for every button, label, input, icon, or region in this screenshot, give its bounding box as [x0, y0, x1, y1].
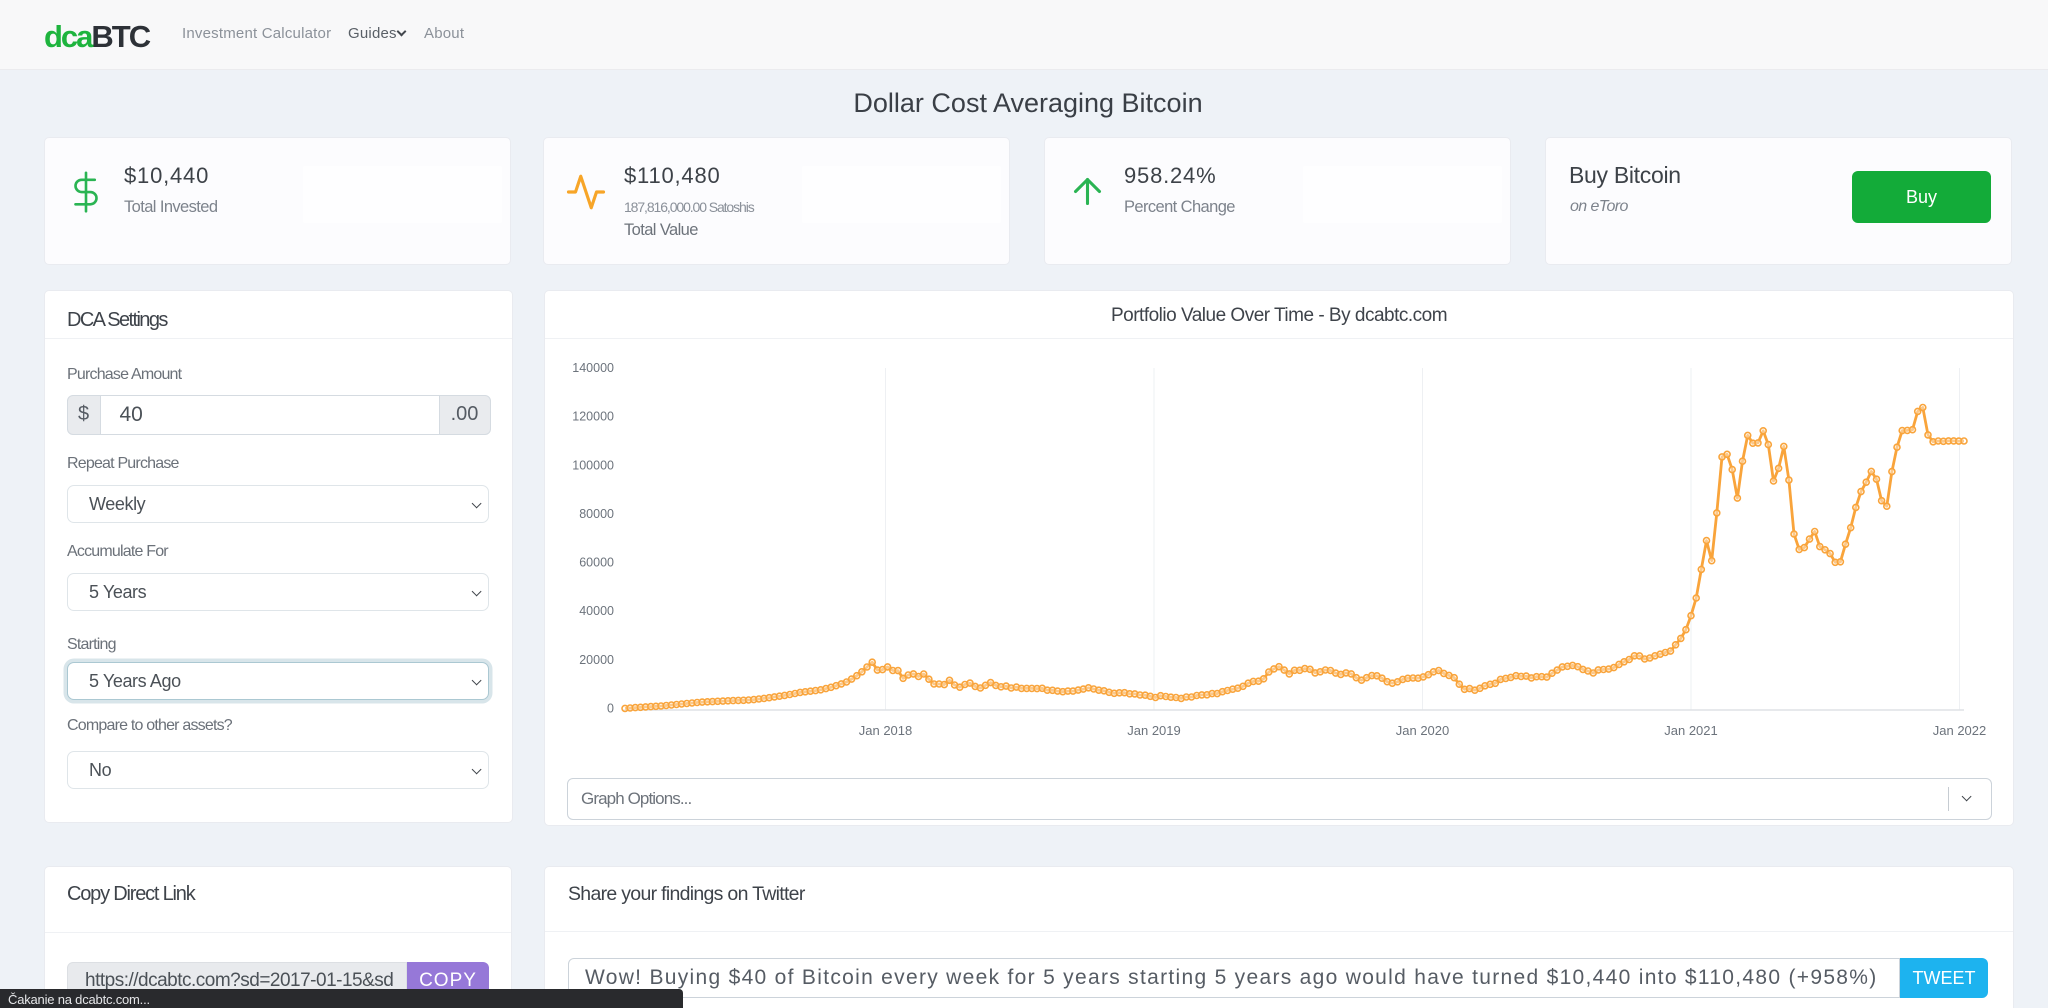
svg-text:60000: 60000 [579, 556, 614, 570]
svg-text:20000: 20000 [579, 653, 614, 667]
svg-text:Jan 2018: Jan 2018 [859, 723, 913, 738]
svg-text:120000: 120000 [572, 410, 614, 424]
svg-text:100000: 100000 [572, 458, 614, 472]
svg-text:80000: 80000 [579, 507, 614, 521]
svg-text:0: 0 [607, 702, 614, 716]
svg-text:Jan 2021: Jan 2021 [1664, 723, 1718, 738]
svg-text:Jan 2020: Jan 2020 [1396, 723, 1450, 738]
svg-text:40000: 40000 [579, 604, 614, 618]
svg-text:140000: 140000 [572, 361, 614, 375]
svg-text:Jan 2022: Jan 2022 [1933, 723, 1987, 738]
svg-text:Jan 2019: Jan 2019 [1127, 723, 1181, 738]
